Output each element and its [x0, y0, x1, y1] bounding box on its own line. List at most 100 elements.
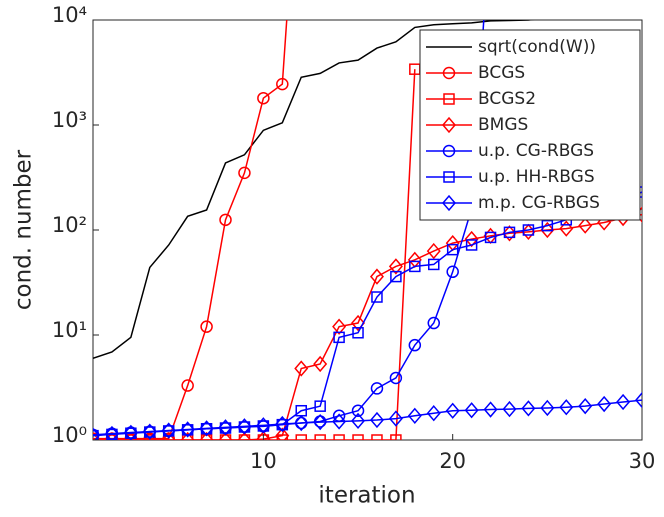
x-tick-label: 30: [629, 449, 656, 473]
marker: [443, 171, 455, 183]
marker: [218, 419, 233, 436]
marker: [442, 194, 456, 212]
marker: [351, 314, 366, 332]
marker: [352, 434, 364, 440]
marker: [635, 391, 642, 409]
marker: [370, 382, 384, 395]
marker: [257, 91, 270, 105]
marker: [388, 410, 403, 427]
marker: [540, 399, 555, 417]
marker: [464, 230, 479, 248]
legend-label: m.p. CG-RBGS: [478, 193, 600, 213]
marker: [409, 260, 421, 273]
marker: [218, 431, 233, 440]
x-tick-label: 10: [250, 449, 277, 473]
marker: [407, 407, 422, 424]
marker: [597, 395, 612, 413]
marker: [426, 405, 441, 422]
marker: [389, 371, 403, 385]
marker: [275, 415, 290, 433]
marker: [369, 268, 384, 285]
marker: [464, 402, 479, 419]
marker: [390, 434, 402, 440]
series-line: [93, 213, 642, 440]
marker: [446, 265, 459, 279]
marker: [465, 239, 478, 251]
marker: [559, 399, 574, 416]
marker: [313, 355, 328, 373]
marker: [200, 320, 213, 333]
marker: [371, 434, 383, 440]
series-line: [93, 399, 642, 437]
marker: [522, 224, 535, 236]
marker: [442, 116, 456, 134]
marker: [483, 401, 498, 418]
marker: [502, 225, 517, 242]
y-tick-label: 10⁴: [52, 3, 87, 27]
legend-label: BCGS2: [478, 89, 536, 109]
marker: [256, 417, 271, 434]
marker: [388, 258, 403, 275]
marker: [502, 400, 517, 418]
marker: [333, 434, 345, 440]
x-axis-label: iteration: [318, 483, 415, 509]
marker: [313, 413, 328, 431]
y-tick-label: 10⁰: [52, 423, 87, 447]
legend-label: u.p. HH-RBGS: [478, 167, 595, 187]
marker: [161, 431, 176, 440]
marker: [295, 434, 307, 440]
marker: [616, 393, 631, 411]
legend-label: sqrt(cond(W)): [478, 37, 596, 57]
marker: [104, 425, 119, 440]
marker: [578, 398, 593, 415]
marker: [371, 291, 383, 303]
marker: [559, 220, 574, 237]
x-tick-label: 20: [439, 449, 466, 473]
marker: [352, 327, 364, 339]
marker: [294, 414, 309, 432]
marker: [123, 424, 138, 440]
marker: [390, 270, 402, 283]
marker: [93, 427, 100, 440]
series-line: [93, 20, 535, 360]
marker: [144, 434, 156, 440]
marker: [180, 421, 195, 438]
marker: [446, 243, 459, 256]
marker: [125, 434, 137, 440]
marker: [219, 213, 232, 227]
legend-label: BCGS: [478, 63, 525, 83]
marker: [314, 400, 326, 412]
marker: [442, 144, 456, 158]
marker: [426, 242, 441, 260]
marker: [408, 338, 422, 352]
marker: [275, 427, 290, 440]
marker: [237, 431, 252, 440]
marker: [484, 231, 497, 244]
marker: [442, 66, 456, 80]
marker: [181, 379, 194, 392]
marker: [332, 413, 347, 430]
marker: [314, 434, 326, 440]
marker: [332, 318, 347, 335]
y-axis-label: cond. number: [11, 149, 37, 310]
marker: [351, 404, 365, 417]
legend-label: u.p. CG-RBGS: [478, 141, 594, 161]
marker: [142, 423, 157, 440]
marker: [256, 430, 271, 440]
marker: [199, 420, 214, 437]
marker: [503, 226, 516, 239]
marker: [161, 422, 176, 439]
marker: [540, 221, 555, 239]
marker: [237, 418, 252, 435]
marker: [238, 166, 251, 180]
marker: [199, 431, 214, 440]
marker: [351, 412, 366, 430]
series-group: [93, 20, 642, 440]
marker: [180, 431, 195, 440]
legend-label: BMGS: [478, 115, 528, 135]
y-tick-label: 10²: [52, 213, 87, 237]
y-tick-label: 10¹: [52, 318, 87, 342]
marker: [162, 434, 175, 440]
marker: [541, 219, 554, 232]
